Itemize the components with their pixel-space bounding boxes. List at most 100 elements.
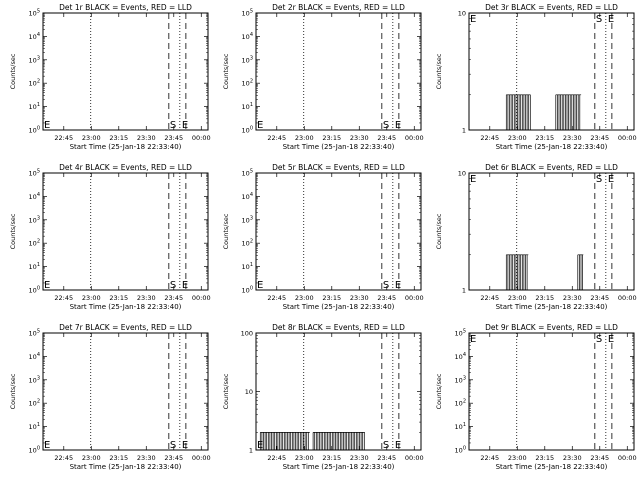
- chart-title: Det 5r BLACK = Events, RED = LLD: [272, 163, 405, 172]
- x-axis-label: Start Time (25-Jan-18 22:33:40): [70, 463, 182, 471]
- y-tick-label: 100: [29, 286, 40, 295]
- x-tick-label: 23:00: [508, 454, 527, 462]
- y-tick-label: 1: [249, 447, 253, 455]
- marker-e-end: E: [182, 280, 188, 291]
- chart-title: Det 9r BLACK = Events, RED = LLD: [485, 323, 618, 332]
- chart-title: Det 7r BLACK = Events, RED = LLD: [59, 323, 192, 332]
- y-tick-label: 103: [29, 375, 40, 384]
- y-tick-label: 105: [242, 9, 253, 18]
- x-tick-label: 22:45: [54, 294, 73, 302]
- x-tick-label: 23:15: [109, 454, 128, 462]
- chart-panel-8: Det 8r BLACK = Events, RED = LLD 1 10 100 22…: [222, 323, 424, 471]
- x-tick-label: 23:15: [535, 454, 554, 462]
- x-tick-label: 23:30: [137, 294, 156, 302]
- marker-e-end: E: [608, 174, 614, 185]
- marker-e-end: E: [182, 120, 188, 131]
- chart-panel-7: Det 7r BLACK = Events, RED = LLD 100 101 10…: [9, 323, 211, 471]
- x-tick-label: 00:00: [618, 134, 637, 142]
- y-axis-label: Counts/sec: [9, 373, 17, 409]
- marker-e-start: E: [470, 14, 476, 25]
- marker-s: S: [596, 334, 602, 345]
- y-tick-label: 104: [455, 352, 466, 361]
- x-tick-label: 00:00: [192, 134, 211, 142]
- x-tick-label: 00:00: [618, 294, 637, 302]
- y-axis-label: Counts/sec: [222, 213, 230, 249]
- y-tick-label: 104: [29, 192, 40, 201]
- x-tick-label: 23:15: [535, 134, 554, 142]
- x-tick-label: 23:45: [377, 454, 396, 462]
- plot-frame: [42, 172, 209, 291]
- chart-title: Det 8r BLACK = Events, RED = LLD: [272, 323, 405, 332]
- x-tick-label: 23:45: [590, 294, 609, 302]
- y-axis-label: Counts/sec: [9, 213, 17, 249]
- chart-panel-2: Det 2r BLACK = Events, RED = LLD 100 101 10…: [222, 3, 424, 151]
- marker-s: S: [596, 174, 602, 185]
- x-tick-label: 22:45: [480, 294, 499, 302]
- x-tick-label: 23:30: [563, 134, 582, 142]
- y-tick-label: 102: [29, 399, 40, 408]
- x-axis-label: Start Time (25-Jan-18 22:33:40): [283, 463, 395, 471]
- x-tick-label: 22:45: [267, 454, 286, 462]
- x-tick-label: 22:45: [54, 454, 73, 462]
- y-tick-label: 102: [242, 79, 253, 88]
- x-axis-label: Start Time (25-Jan-18 22:33:40): [70, 143, 182, 151]
- y-tick-label: 102: [29, 239, 40, 248]
- x-tick-label: 00:00: [192, 294, 211, 302]
- x-tick-label: 23:15: [322, 294, 341, 302]
- x-tick-label: 23:45: [377, 134, 396, 142]
- marker-s: S: [383, 280, 389, 291]
- y-tick-label: 103: [29, 55, 40, 64]
- marker-e-end: E: [395, 440, 401, 451]
- plot-frame: [468, 172, 635, 291]
- x-tick-label: 23:00: [295, 294, 314, 302]
- y-axis-label: Counts/sec: [222, 53, 230, 89]
- y-tick-label: 1: [462, 127, 466, 135]
- y-tick-label: 101: [29, 262, 40, 271]
- y-axis-label: Counts/sec: [222, 373, 230, 409]
- y-tick-label: 100: [241, 330, 253, 338]
- y-tick-label: 101: [242, 102, 253, 111]
- y-tick-label: 103: [242, 215, 253, 224]
- event-series: [259, 432, 310, 450]
- x-tick-label: 23:45: [377, 294, 396, 302]
- x-tick-label: 23:30: [350, 134, 369, 142]
- plot-frame: [255, 172, 422, 291]
- x-tick-label: 23:00: [295, 134, 314, 142]
- x-tick-label: 23:45: [590, 134, 609, 142]
- y-tick-label: 101: [29, 422, 40, 431]
- y-tick-label: 104: [242, 192, 253, 201]
- y-tick-label: 10: [458, 10, 466, 18]
- y-tick-label: 100: [29, 126, 40, 135]
- x-tick-label: 22:45: [480, 134, 499, 142]
- event-series: [555, 94, 582, 130]
- y-axis-label: Counts/sec: [435, 213, 443, 249]
- marker-e-start: E: [257, 120, 263, 131]
- plot-frame: [468, 332, 635, 451]
- y-axis-label: Counts/sec: [435, 53, 443, 89]
- x-tick-label: 23:00: [82, 294, 101, 302]
- x-tick-label: 23:45: [164, 454, 183, 462]
- x-tick-label: 23:45: [164, 134, 183, 142]
- y-tick-label: 103: [455, 375, 466, 384]
- y-tick-label: 102: [455, 399, 466, 408]
- x-tick-label: 23:45: [590, 454, 609, 462]
- x-tick-label: 22:45: [480, 454, 499, 462]
- marker-e-end: E: [395, 120, 401, 131]
- x-tick-label: 23:15: [322, 134, 341, 142]
- x-tick-label: 22:45: [267, 134, 286, 142]
- x-tick-label: 23:15: [535, 294, 554, 302]
- x-tick-label: 00:00: [192, 454, 211, 462]
- x-tick-label: 23:00: [508, 294, 527, 302]
- plot-frame: [468, 12, 635, 131]
- x-tick-label: 23:15: [109, 134, 128, 142]
- x-tick-label: 23:30: [563, 294, 582, 302]
- marker-s: S: [170, 440, 176, 451]
- event-series: [312, 432, 365, 450]
- x-tick-label: 23:15: [322, 454, 341, 462]
- chart-panel-3: Det 3r BLACK = Events, RED = LLD 1 10 22:45…: [435, 3, 637, 151]
- chart-panel-6: Det 6r BLACK = Events, RED = LLD 1 10 22:45…: [435, 163, 637, 311]
- y-tick-label: 102: [242, 239, 253, 248]
- y-tick-label: 101: [29, 102, 40, 111]
- x-tick-label: 23:00: [82, 134, 101, 142]
- marker-e-end: E: [608, 14, 614, 25]
